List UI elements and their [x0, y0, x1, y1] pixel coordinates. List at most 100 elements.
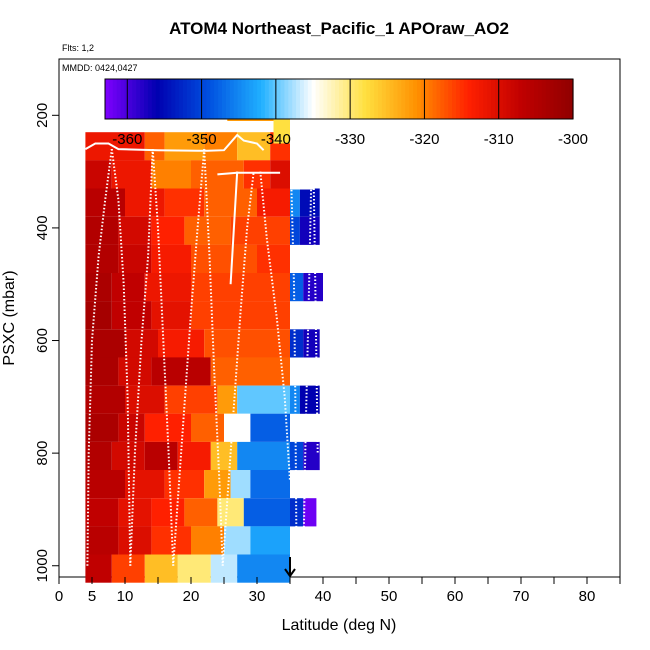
colorbar-swatch	[331, 79, 336, 119]
colorbar-swatch	[136, 79, 141, 119]
colorbar-swatch	[144, 79, 149, 119]
colorbar-swatch	[471, 79, 477, 119]
heatmap-cell	[290, 385, 300, 414]
colorbar-swatch	[397, 79, 402, 119]
heatmap-cell	[204, 329, 290, 358]
heatmap-cell	[210, 441, 238, 471]
heatmap-cell	[303, 273, 323, 302]
heatmap-cell	[270, 160, 290, 189]
profile-solid-line	[84, 133, 265, 152]
colorbar-swatch	[378, 79, 383, 119]
colorbar-tick-label: -340	[261, 131, 291, 148]
colorbar-swatch	[327, 79, 332, 119]
colorbar-swatch	[105, 79, 110, 119]
colorbar-swatch	[545, 79, 551, 119]
heatmap-cell	[85, 385, 125, 414]
y-tick-label: 400	[34, 215, 51, 240]
flight-profiles	[84, 133, 319, 566]
heatmap-cell	[243, 160, 271, 189]
colorbar-swatch	[413, 79, 418, 119]
colorbar-swatch	[284, 79, 289, 119]
plot-area: MMDD: 0424,0427	[58, 58, 621, 583]
colorbar-swatch	[194, 79, 200, 119]
colorbar-swatch	[268, 79, 274, 119]
heatmap-cell	[217, 498, 244, 527]
colorbar-swatch	[385, 79, 391, 119]
colorbar-swatch	[537, 79, 543, 119]
heatmap-cell	[85, 301, 112, 330]
heatmap-cell	[85, 329, 125, 358]
heatmap-cell	[177, 441, 211, 471]
heatmap-cell	[85, 470, 125, 499]
colorbar-swatch	[108, 79, 114, 119]
heatmap-cell	[230, 470, 251, 499]
heatmap-cell	[299, 216, 320, 245]
colorbar-swatch	[557, 79, 562, 119]
heatmap-cell	[237, 132, 271, 161]
x-tick-label: 20	[183, 588, 200, 605]
heatmap-cell	[191, 413, 224, 442]
colorbar-swatch	[288, 79, 293, 119]
heatmap-cell	[151, 301, 191, 330]
colorbar-swatch	[292, 79, 297, 119]
colorbar-swatch	[272, 79, 278, 119]
colorbar-swatch	[420, 79, 426, 119]
x-axis: 0 5 10 20 30 40 50 60 70 80	[55, 577, 621, 605]
colorbar-swatch	[506, 79, 512, 119]
colorbar-swatch	[163, 79, 168, 119]
colorbar-swatch	[444, 79, 449, 119]
colorbar-swatch	[452, 79, 457, 119]
colorbar-swatch	[518, 79, 523, 119]
x-tick-label: 70	[513, 588, 530, 605]
profile-dotted-line	[302, 188, 313, 566]
colorbar-swatch	[487, 79, 492, 119]
colorbar-swatch	[541, 79, 547, 119]
colorbar-swatch	[417, 79, 422, 119]
heatmap-cell	[237, 554, 290, 583]
colorbar-swatch	[159, 79, 165, 119]
dates-note: MMDD: 0424,0427	[62, 63, 138, 73]
colorbar-swatch	[463, 79, 469, 119]
colorbar-tick-label: -320	[409, 131, 439, 148]
heatmap-cell	[151, 160, 191, 189]
colorbar-swatch	[498, 79, 504, 119]
colorbar-swatch	[140, 79, 145, 119]
heatmap-cells	[85, 92, 323, 583]
colorbar-swatch	[222, 79, 227, 119]
colorbar-swatch	[432, 79, 438, 119]
colorbar-swatch	[389, 79, 395, 119]
colorbar-swatch	[218, 79, 223, 119]
x-tick-label: 50	[381, 588, 398, 605]
profile-dotted-line	[290, 182, 298, 566]
colorbar-swatch	[495, 79, 500, 119]
colorbar-swatch	[479, 79, 484, 119]
x-tick-label: 0	[55, 588, 63, 605]
heatmap-cell	[85, 357, 119, 386]
colorbar-swatch	[374, 79, 379, 119]
colorbar-swatch	[167, 79, 172, 119]
profile-solid-line	[217, 171, 281, 176]
profile-dotted-line	[221, 171, 255, 566]
y-axis-label: PSXC (mbar)	[1, 270, 18, 365]
heatmap-cell	[204, 132, 238, 161]
colorbar-swatch	[401, 79, 406, 119]
colorbar-swatch	[346, 79, 352, 119]
colorbar-swatch	[459, 79, 465, 119]
colorbar-swatch	[534, 79, 539, 119]
colorbar-swatch	[276, 79, 282, 119]
heatmap-cell	[118, 357, 152, 386]
colorbar-swatch	[381, 79, 387, 119]
x-tick-label: 30	[249, 588, 266, 605]
colorbar-swatch	[405, 79, 410, 119]
colorbar-swatch	[311, 79, 317, 119]
colorbar-swatch	[198, 79, 204, 119]
colorbar-swatch	[350, 79, 356, 119]
colorbar-swatch	[393, 79, 399, 119]
x-tick-label: 5	[88, 588, 96, 605]
heatmap-cell	[85, 526, 119, 555]
heatmap-cell	[164, 188, 205, 217]
colorbar-swatch	[354, 79, 360, 119]
colorbar-tick-label: -360	[112, 131, 142, 148]
profile-solid-line	[229, 171, 239, 285]
colorbar-swatch	[249, 79, 254, 119]
